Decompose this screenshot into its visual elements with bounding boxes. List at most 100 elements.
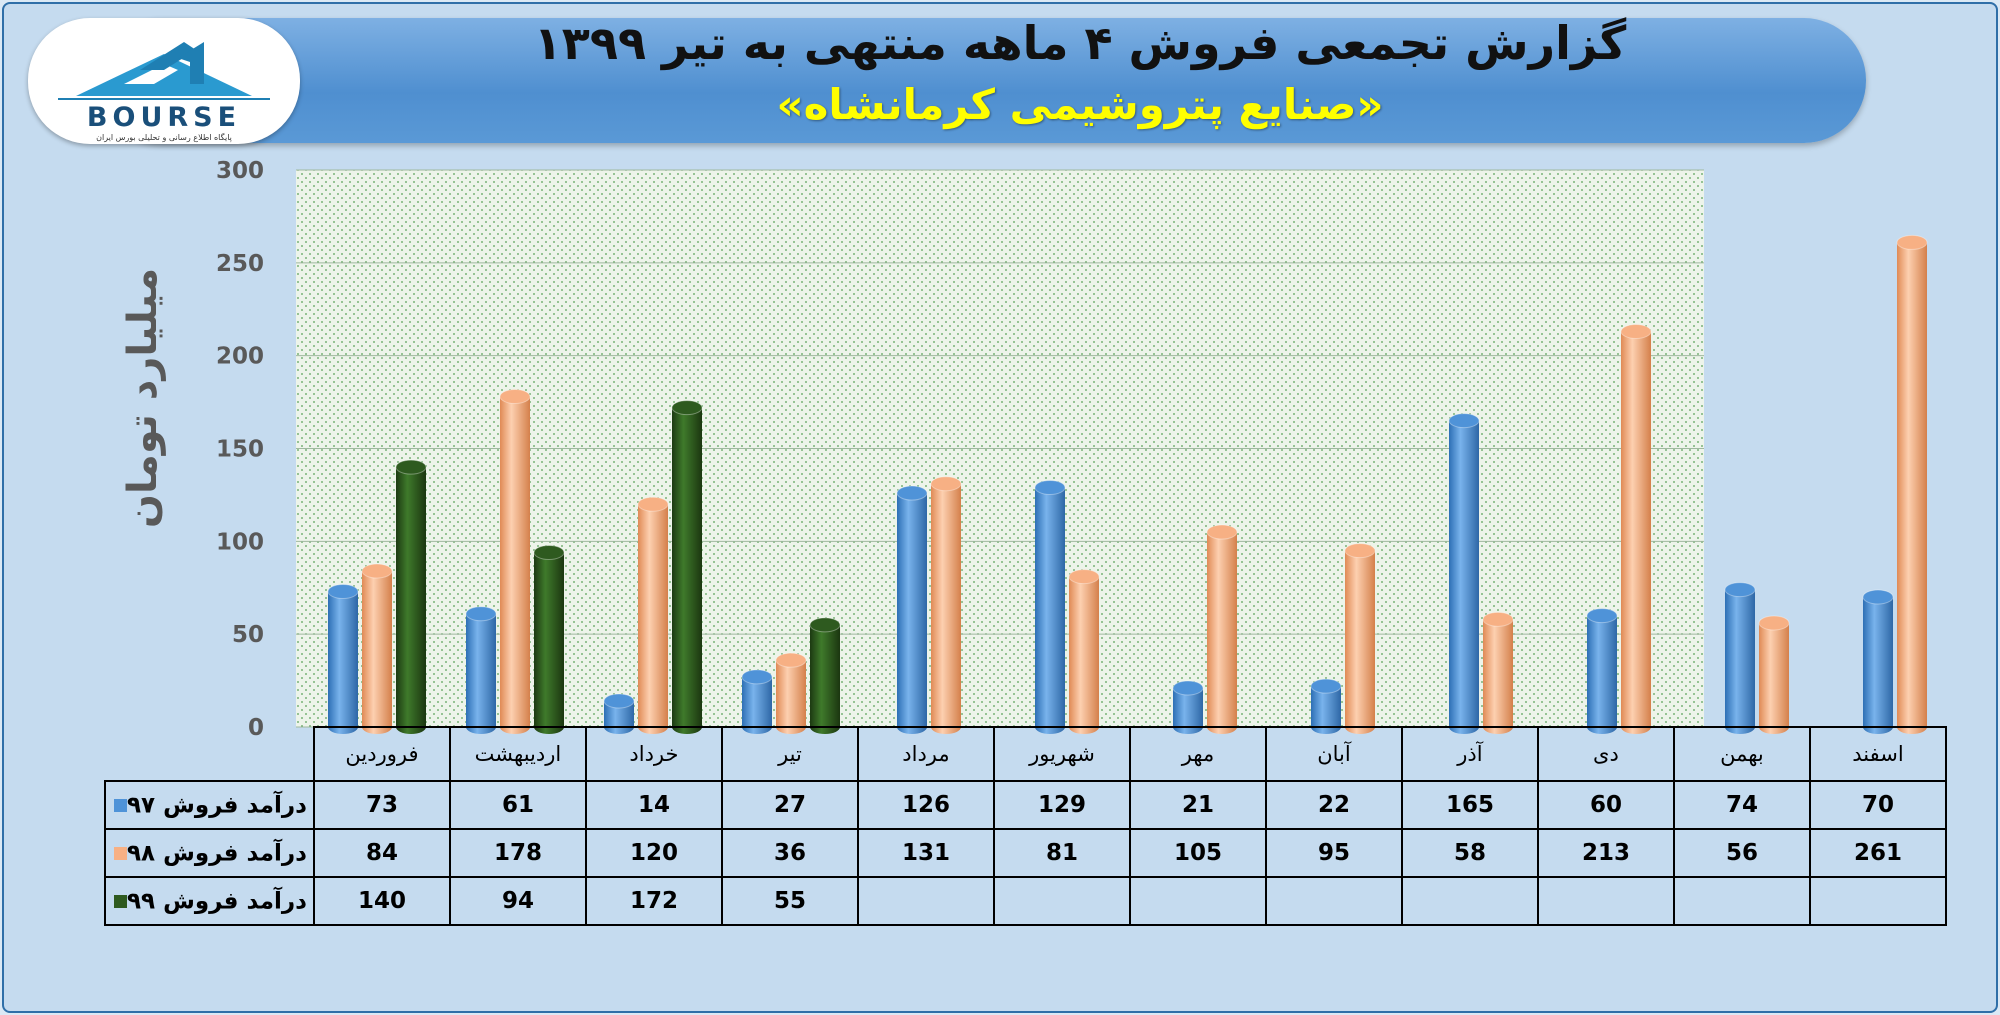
y-tick-label: 150	[216, 437, 264, 463]
bar-body	[742, 676, 772, 727]
bar-top	[637, 496, 669, 512]
bar	[1482, 611, 1514, 734]
value-cell: 213	[1536, 828, 1675, 878]
bar	[1448, 413, 1480, 734]
bar-top	[327, 583, 359, 599]
y-tick-label: 250	[216, 251, 264, 277]
bar-body	[1345, 550, 1375, 727]
value-cell: 261	[1808, 828, 1947, 878]
legend-entry: درآمد فروش ۹۹	[104, 876, 315, 926]
bar-top	[1034, 479, 1066, 495]
bar	[395, 459, 427, 734]
bourse-logo: BOURSE پایگاه اطلاع رسانی و تحلیلی بورس …	[28, 18, 300, 144]
bar	[671, 400, 703, 734]
month-cell: دی	[1536, 726, 1675, 782]
legend-swatch	[114, 798, 127, 812]
month-cell: فروردین	[312, 726, 451, 782]
table-row: درآمد فروش ۹۸ 84 178 120 36 131 81 105 95 58 213 56…	[104, 828, 1947, 878]
value-cell: 60	[1536, 780, 1675, 830]
bar-body	[638, 504, 668, 727]
bar	[499, 389, 531, 734]
value-cell: 105	[1128, 828, 1267, 878]
month-cell: مرداد	[856, 726, 995, 782]
logo-wordmark: BOURSE	[87, 102, 241, 133]
value-cell: 22	[1264, 780, 1403, 830]
legend-swatch	[114, 846, 127, 860]
value-cell: 70	[1808, 780, 1947, 830]
bar	[896, 485, 928, 734]
bar	[1758, 615, 1790, 734]
report-title: گزارش تجمعی فروش ۴ ماهه منتهی به تیر ۱۳۹…	[533, 16, 1627, 70]
bar-body	[1449, 420, 1479, 727]
bar	[1724, 582, 1756, 734]
logo-tagline: پایگاه اطلاع رسانی و تحلیلی بورس ایران	[96, 132, 232, 142]
bar-body	[776, 660, 806, 727]
series-name: درآمد فروش ۹۹	[127, 888, 307, 915]
legend-swatch	[114, 894, 127, 908]
bar	[465, 606, 497, 734]
bar-body	[1483, 619, 1513, 727]
y-axis-label: میلیارد تومان	[120, 268, 166, 528]
bar-top	[533, 544, 565, 560]
bar	[1620, 324, 1652, 734]
bar-body	[362, 571, 392, 727]
bar-top	[1206, 524, 1238, 540]
bar-top	[361, 563, 393, 579]
bar	[1896, 234, 1928, 734]
value-cell	[1128, 876, 1267, 926]
bar	[1034, 479, 1066, 734]
value-cell	[1264, 876, 1403, 926]
value-cell: 55	[720, 876, 859, 926]
bar	[930, 476, 962, 734]
bar-body	[810, 624, 840, 727]
value-cell	[1536, 876, 1675, 926]
value-cell	[1808, 876, 1947, 926]
value-cell: 129	[992, 780, 1131, 830]
bar-body	[534, 552, 564, 727]
month-header-row: فروردین اردیبهشت خرداد تیر مرداد شهریور مهر آبا…	[105, 726, 1947, 782]
month-cell: آبان	[1264, 726, 1403, 782]
bar-body	[1035, 487, 1065, 727]
bar-top	[741, 669, 773, 685]
bar-top	[1862, 589, 1894, 605]
value-cell: 140	[312, 876, 451, 926]
bar-top	[395, 459, 427, 475]
bar-top	[603, 693, 635, 709]
bar-top	[1724, 582, 1756, 598]
bar-top	[930, 476, 962, 492]
series-name: درآمد فروش ۹۷	[127, 792, 307, 819]
bourse-logo-mark: BOURSE پایگاه اطلاع رسانی و تحلیلی بورس …	[58, 42, 270, 142]
bar-body	[396, 467, 426, 727]
bar	[741, 669, 773, 734]
bar-top	[671, 400, 703, 416]
bar-top	[896, 485, 928, 501]
y-tick-label: 50	[232, 622, 264, 648]
month-cell: خرداد	[584, 726, 723, 782]
bar-body	[1863, 597, 1893, 727]
bar-top	[1482, 611, 1514, 627]
bar	[809, 617, 841, 734]
bar-body	[672, 407, 702, 727]
value-cell	[856, 876, 995, 926]
value-cell: 14	[584, 780, 723, 830]
bar-body	[1897, 242, 1927, 727]
bar	[533, 544, 565, 734]
bar	[361, 563, 393, 734]
bar-body	[466, 613, 496, 727]
bar-top	[1620, 324, 1652, 340]
y-tick-label: 200	[216, 344, 264, 370]
month-cell: تیر	[720, 726, 859, 782]
value-cell: 21	[1128, 780, 1267, 830]
bar-top	[1586, 608, 1618, 624]
value-cell: 172	[584, 876, 723, 926]
value-cell: 178	[448, 828, 587, 878]
bar-top	[1448, 413, 1480, 429]
value-cell: 84	[312, 828, 451, 878]
bar-top	[1344, 543, 1376, 559]
value-cell: 131	[856, 828, 995, 878]
table-row: درآمد فروش ۹۷ 73 61 14 27 126 129 21 22 165 60 74 70	[104, 780, 1947, 830]
bar-top	[1068, 569, 1100, 585]
legend-entry: درآمد فروش ۹۸	[104, 828, 315, 878]
value-cell	[1672, 876, 1811, 926]
